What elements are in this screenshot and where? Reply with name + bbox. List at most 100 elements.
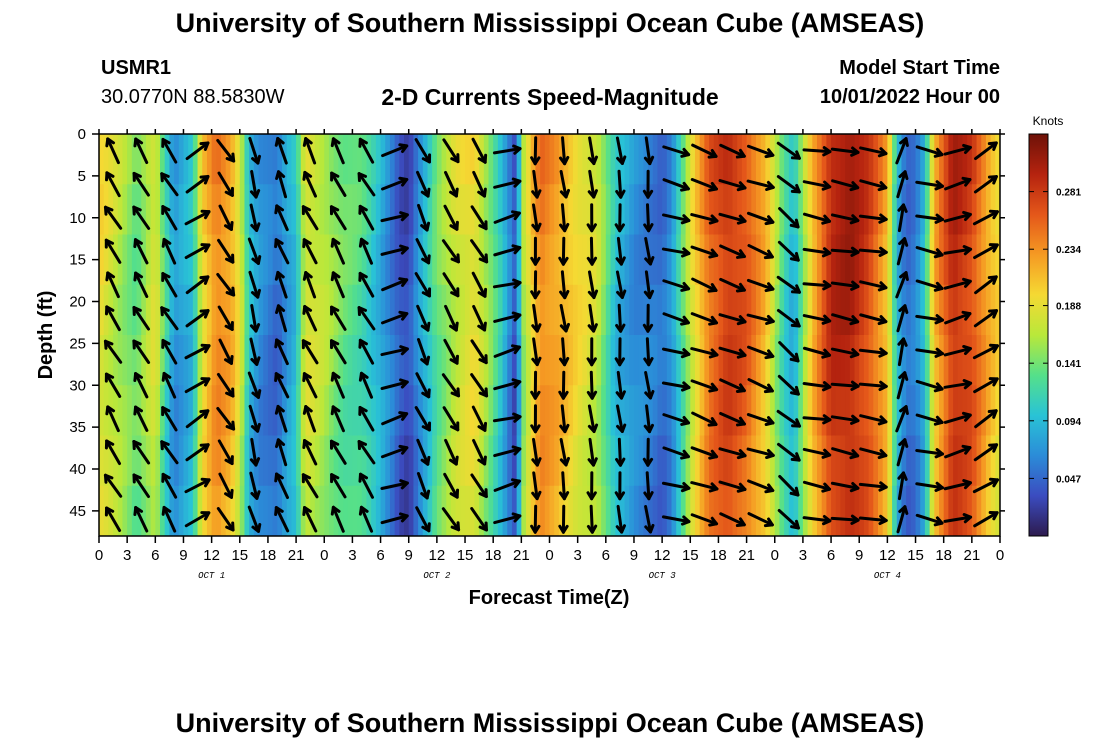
- heat-cell: [328, 234, 335, 286]
- heat-cell: [127, 184, 133, 236]
- heat-cell: [221, 385, 227, 437]
- heat-cell: [192, 234, 199, 286]
- current-arrow: [247, 505, 262, 533]
- heat-cell: [296, 134, 302, 185]
- current-arrow: [132, 171, 150, 197]
- heat-cell: [507, 234, 513, 286]
- heat-cell: [436, 234, 443, 286]
- arrow-shaft: [275, 472, 289, 500]
- current-arrow: [690, 312, 719, 326]
- heat-cell: [887, 435, 893, 487]
- heat-cell: [624, 134, 630, 185]
- heat-cell: [497, 385, 504, 437]
- heat-cell: [685, 335, 691, 386]
- heat-cell: [840, 184, 846, 236]
- arrow-head: [680, 515, 691, 526]
- heat-cell: [202, 134, 208, 185]
- arrow-shaft: [443, 472, 459, 499]
- heat-cell: [985, 234, 992, 286]
- heat-cell: [788, 134, 795, 185]
- arrow-head: [680, 449, 690, 460]
- heat-cell: [938, 435, 945, 487]
- arrow-shaft: [831, 313, 860, 324]
- arrow-shaft: [776, 409, 802, 428]
- current-arrow: [218, 338, 234, 365]
- heat-cell: [174, 485, 180, 536]
- heat-cell: [845, 335, 851, 386]
- heat-cell: [300, 234, 307, 286]
- heat-cell: [938, 234, 945, 286]
- heat-cell: [765, 385, 771, 437]
- heat-cell: [906, 485, 912, 536]
- heat-cell: [178, 335, 185, 386]
- arrow-head: [822, 146, 832, 157]
- heat-cell: [422, 385, 429, 437]
- current-arrow: [614, 337, 625, 367]
- arrow-shaft: [615, 136, 624, 166]
- heat-cell: [577, 485, 583, 536]
- arrow-head: [199, 175, 210, 185]
- arrow-head: [512, 278, 522, 289]
- arrow-head: [420, 355, 431, 366]
- current-arrow: [802, 247, 832, 258]
- heat-cell: [699, 485, 705, 536]
- arrow-head: [934, 347, 944, 358]
- arrow-head: [558, 491, 570, 501]
- current-arrow: [185, 275, 210, 295]
- heat-cell: [953, 335, 959, 386]
- arrow-head: [330, 305, 340, 316]
- heat-cell: [540, 485, 546, 536]
- arrow-shaft: [587, 404, 596, 434]
- current-arrow: [132, 339, 151, 364]
- heat-cell: [788, 385, 795, 437]
- arrow-head: [707, 149, 718, 159]
- heat-cell: [263, 234, 269, 286]
- arrow-shaft: [830, 347, 860, 356]
- arrow-head: [878, 347, 888, 358]
- heat-cell: [948, 435, 954, 487]
- arrow-shaft: [662, 145, 691, 157]
- heat-cell: [577, 335, 583, 386]
- heat-cell: [192, 485, 199, 536]
- heat-cell: [657, 485, 663, 536]
- heat-cell: [882, 234, 888, 286]
- heat-cell: [798, 284, 804, 336]
- heat-cell: [671, 385, 677, 437]
- current-arrow: [802, 212, 831, 225]
- heatmap: [99, 134, 1000, 536]
- heat-cell: [821, 134, 827, 185]
- arrow-head: [962, 210, 972, 221]
- heat-cell: [446, 335, 452, 386]
- arrow-shaft: [470, 339, 488, 365]
- heat-cell: [882, 435, 888, 487]
- x-tick-label: 21: [513, 547, 530, 564]
- heat-cell: [774, 134, 781, 185]
- current-arrow: [161, 137, 178, 164]
- heat-cell: [906, 134, 912, 185]
- arrow-head: [735, 148, 746, 159]
- current-arrow: [915, 347, 944, 358]
- heat-cell: [845, 284, 851, 336]
- arrow-head: [358, 472, 368, 483]
- heat-cell: [225, 485, 231, 536]
- arrow-shaft: [303, 170, 317, 198]
- arrow-shaft: [645, 404, 652, 434]
- arrow-head: [791, 418, 802, 428]
- heat-cell: [375, 435, 382, 487]
- heat-cell: [967, 234, 973, 286]
- heat-cell: [99, 485, 105, 536]
- arrow-head: [987, 175, 998, 185]
- heat-cell: [723, 385, 729, 437]
- colorbar-tick-label: 0.047: [1056, 474, 1081, 485]
- arrow-shaft: [250, 303, 258, 333]
- heat-cell: [563, 184, 569, 236]
- current-arrow: [132, 473, 150, 499]
- arrow-head: [302, 271, 313, 281]
- arrow-shaft: [303, 304, 318, 332]
- arrow-shaft: [896, 170, 907, 199]
- current-arrow: [642, 169, 654, 199]
- heat-cell: [704, 435, 710, 487]
- current-arrow: [472, 170, 487, 198]
- heat-cell: [863, 134, 870, 185]
